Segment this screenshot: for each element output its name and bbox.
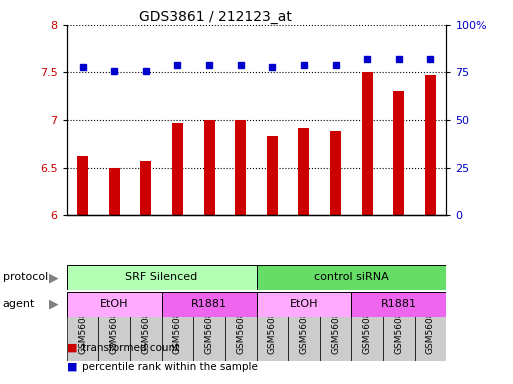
Bar [362, 73, 373, 215]
Bar [193, 292, 225, 361]
Text: GSM560834: GSM560834 [78, 299, 87, 354]
Text: GSM560833: GSM560833 [426, 299, 435, 354]
Text: agent: agent [3, 299, 35, 310]
Text: ■: ■ [67, 343, 77, 353]
Bar [288, 292, 320, 361]
Bar [162, 292, 193, 361]
Text: GSM560830: GSM560830 [331, 299, 340, 354]
Bar [98, 292, 130, 361]
Text: GSM560831: GSM560831 [363, 299, 372, 354]
Text: ■: ■ [67, 362, 77, 372]
Bar [67, 265, 256, 290]
Bar [204, 120, 214, 215]
Bar [256, 292, 288, 361]
Text: GSM560828: GSM560828 [268, 299, 277, 354]
Text: protocol: protocol [3, 272, 48, 283]
Bar [172, 123, 183, 215]
Bar [130, 292, 162, 361]
Text: EtOH: EtOH [290, 299, 318, 310]
Bar [299, 127, 309, 215]
Text: GSM560832: GSM560832 [394, 299, 403, 354]
Bar [256, 265, 446, 290]
Bar [235, 120, 246, 215]
Text: GSM560836: GSM560836 [141, 299, 150, 354]
Text: GSM560839: GSM560839 [236, 299, 245, 354]
Bar [162, 292, 256, 317]
Text: percentile rank within the sample: percentile rank within the sample [82, 362, 258, 372]
Text: SRF Silenced: SRF Silenced [126, 272, 198, 283]
Bar [320, 292, 351, 361]
Bar [77, 156, 88, 215]
Bar [67, 292, 98, 361]
Bar [140, 161, 151, 215]
Text: GSM560837: GSM560837 [173, 299, 182, 354]
Bar [109, 167, 120, 215]
Text: EtOH: EtOH [100, 299, 128, 310]
Text: transformed count: transformed count [82, 343, 180, 353]
Text: ▶: ▶ [49, 298, 58, 311]
Text: R1881: R1881 [191, 299, 227, 310]
Text: R1881: R1881 [381, 299, 417, 310]
Bar [225, 292, 256, 361]
Bar [256, 292, 351, 317]
Bar [67, 292, 162, 317]
Bar [415, 292, 446, 361]
Text: GDS3861 / 212123_at: GDS3861 / 212123_at [139, 10, 292, 23]
Bar [351, 292, 446, 317]
Bar [330, 131, 341, 215]
Text: ▶: ▶ [49, 271, 58, 284]
Text: GSM560838: GSM560838 [205, 299, 213, 354]
Text: control siRNA: control siRNA [314, 272, 389, 283]
Bar [393, 91, 404, 215]
Bar [425, 75, 436, 215]
Text: GSM560829: GSM560829 [300, 299, 308, 354]
Bar [267, 136, 278, 215]
Text: GSM560835: GSM560835 [110, 299, 119, 354]
Bar [351, 292, 383, 361]
Bar [383, 292, 415, 361]
